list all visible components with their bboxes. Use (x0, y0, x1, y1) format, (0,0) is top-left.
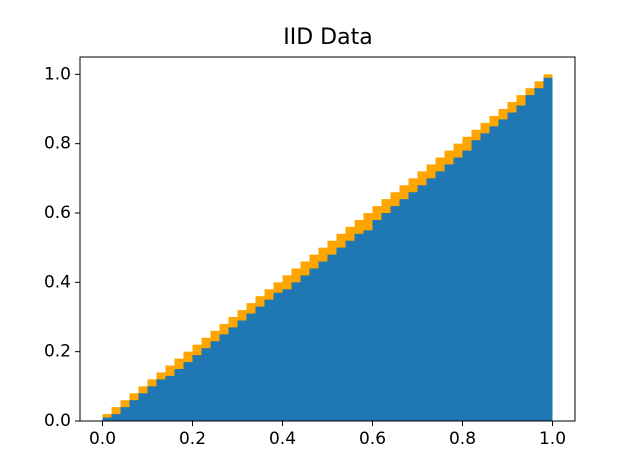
bar (291, 282, 301, 421)
bar (165, 375, 175, 421)
bar (444, 164, 454, 421)
bar (525, 95, 535, 421)
bar (174, 369, 184, 421)
bar (237, 320, 247, 421)
bar (228, 327, 238, 421)
bar (381, 213, 391, 421)
plot-frame (79, 56, 576, 422)
bar (300, 275, 310, 421)
bar (120, 407, 130, 421)
bar (363, 230, 373, 421)
bar (507, 112, 517, 421)
bar (219, 334, 229, 421)
x-tick-label: 0.8 (449, 429, 476, 449)
bar (426, 178, 436, 421)
y-tick-label: 1.0 (44, 64, 71, 84)
bar (102, 417, 112, 421)
bar (345, 240, 355, 421)
bar (498, 119, 508, 422)
bar (255, 306, 265, 421)
bar (372, 219, 382, 421)
bar (408, 192, 418, 421)
bar (129, 400, 139, 421)
bar (183, 362, 193, 421)
bar (273, 292, 283, 421)
bar (309, 268, 319, 421)
chart-title: IID Data (283, 25, 372, 50)
bar (111, 407, 121, 421)
x-tick-label: 0.4 (269, 429, 296, 449)
bar (336, 247, 346, 421)
bar (453, 157, 463, 422)
bar (543, 77, 553, 422)
bar (534, 88, 544, 421)
y-tick-label: 0.8 (44, 134, 71, 154)
bar (399, 199, 409, 421)
bar (147, 386, 157, 421)
bar (516, 105, 526, 422)
x-tick-label: 0.2 (179, 429, 206, 449)
x-tick-label: 1.0 (539, 429, 566, 449)
bar (471, 140, 481, 421)
y-tick-label: 0.2 (44, 342, 71, 362)
bar (111, 414, 121, 421)
bar (489, 126, 499, 421)
bar (354, 233, 364, 421)
bar (462, 150, 472, 421)
bar (417, 185, 427, 421)
bar (138, 393, 148, 421)
bar (480, 133, 490, 421)
bar (327, 254, 337, 421)
y-tick-label: 0.0 (44, 411, 71, 431)
bar (390, 206, 400, 421)
bar (282, 289, 292, 421)
bar (210, 341, 220, 421)
bar (201, 348, 211, 421)
y-tick-label: 0.4 (44, 272, 71, 292)
x-tick-label: 0.6 (359, 429, 386, 449)
bar (264, 299, 274, 421)
bar (435, 171, 445, 421)
x-tick-label: 0.0 (89, 429, 116, 449)
bar (192, 355, 202, 421)
bar (318, 261, 328, 421)
bar (246, 313, 256, 421)
y-tick-label: 0.6 (44, 203, 71, 223)
bar (156, 379, 166, 421)
